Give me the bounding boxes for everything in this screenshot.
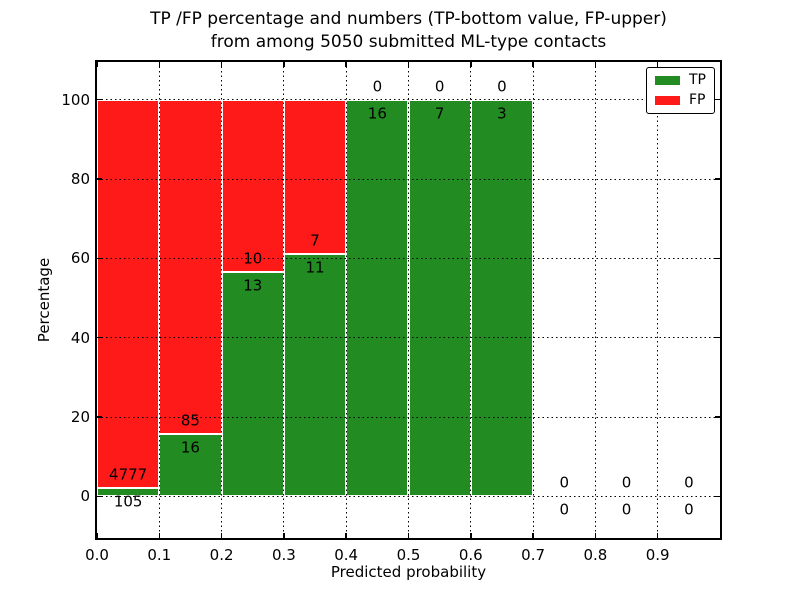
- y-tick-right-20: [715, 416, 720, 418]
- x-tick-top-0.7: [532, 62, 534, 67]
- x-tick-top-0.2: [220, 62, 223, 67]
- x-tick-bottom-0.2: [220, 533, 223, 538]
- x-tick-top-0.0: [96, 62, 98, 67]
- fp-count-label-7: 0: [559, 473, 570, 492]
- y-tick-right-0: [715, 495, 720, 498]
- bar-segment-tp-6: [470, 99, 534, 497]
- x-tick-label-0.2: 0.2: [209, 546, 234, 564]
- bar-segment-fp-2: [221, 99, 284, 273]
- x-tick-bottom-0.8: [594, 533, 597, 538]
- tp-count-label-5: 7: [434, 104, 445, 123]
- tp-legend-swatch: [655, 76, 680, 85]
- bar-segment-tp-4: [346, 99, 409, 497]
- tp-count-label-2: 13: [243, 276, 263, 295]
- x-gridline-0.8: [594, 62, 596, 538]
- x-tick-label-0.8: 0.8: [583, 546, 608, 564]
- x-tick-top-0.6: [470, 62, 472, 67]
- x-tick-top-0.3: [283, 62, 285, 67]
- fp-count-label-4: 0: [372, 77, 383, 96]
- legend: TP FP: [646, 67, 715, 114]
- fp-count-label-6: 0: [497, 77, 507, 96]
- y-tick-label-60: 60: [70, 249, 90, 268]
- x-tick-top-0.9: [656, 62, 659, 67]
- y-tick-right-80: [715, 178, 720, 180]
- tp-count-label-9: 0: [684, 500, 694, 519]
- x-gridline-0.7: [532, 62, 534, 538]
- x-tick-bottom-0.6: [470, 533, 472, 538]
- y-tick-left-20: [97, 416, 102, 418]
- bar-segment-tp-1: [159, 433, 222, 497]
- x-gridline-0.1: [158, 62, 160, 538]
- x-tick-bottom-0.3: [283, 533, 285, 538]
- y-tick-left-100: [97, 98, 102, 101]
- x-axis-label: Predicted probability: [330, 563, 487, 581]
- x-tick-bottom-0.7: [532, 533, 534, 538]
- bar-segment-fp-3: [283, 99, 347, 254]
- bar-segment-fp-1: [159, 99, 222, 434]
- x-tick-label-0.1: 0.1: [147, 546, 172, 564]
- chart-title-line1: TP /FP percentage and numbers (TP-bottom…: [150, 9, 667, 29]
- x-tick-top-0.5: [407, 62, 410, 67]
- y-tick-label-80: 80: [70, 170, 90, 189]
- y-tick-left-0: [97, 495, 102, 498]
- bar-segment-tp-3: [283, 253, 347, 497]
- x-tick-label-0.9: 0.9: [645, 546, 670, 564]
- bar-segment-tp-2: [221, 272, 284, 497]
- fp-count-label-8: 0: [621, 473, 632, 492]
- x-tick-bottom-0.5: [407, 533, 410, 538]
- fp-count-label-9: 0: [684, 473, 694, 492]
- x-gridline-0.2: [221, 62, 223, 538]
- bar-segment-tp-5: [408, 99, 471, 497]
- y-tick-label-20: 20: [70, 408, 90, 427]
- x-tick-label-0.4: 0.4: [334, 546, 359, 564]
- x-tick-bottom-0.9: [656, 533, 659, 538]
- fp-count-label-5: 0: [434, 77, 445, 96]
- fp-count-label-1: 85: [180, 411, 200, 429]
- fp-count-label-3: 7: [310, 231, 320, 250]
- tp-count-label-7: 0: [559, 500, 570, 519]
- y-tick-label-100: 100: [61, 90, 90, 109]
- x-tick-label-0.7: 0.7: [521, 546, 546, 564]
- x-gridline-0.4: [345, 62, 347, 538]
- chart-title-line2: from among 5050 submitted ML-type contac…: [210, 32, 607, 52]
- x-gridline-0.5: [408, 62, 409, 538]
- x-tick-label-0.5: 0.5: [396, 546, 421, 564]
- tp-count-label-8: 0: [621, 500, 632, 519]
- tp-count-label-6: 3: [497, 104, 507, 123]
- tp-count-label-3: 11: [305, 258, 325, 277]
- x-gridline-0.3: [283, 62, 285, 538]
- tp-legend-label: TP: [689, 72, 706, 88]
- tp-count-label-4: 16: [367, 104, 387, 123]
- y-tick-label-0: 0: [80, 487, 90, 506]
- x-gridline-0.9: [657, 62, 659, 538]
- fp-count-label-0: 4777: [109, 465, 148, 484]
- x-tick-label-0.6: 0.6: [458, 546, 483, 564]
- y-tick-right-100: [715, 98, 720, 101]
- bar-segment-fp-0: [97, 99, 160, 488]
- tp-count-label-1: 16: [180, 438, 200, 456]
- y-tick-left-80: [97, 178, 102, 180]
- legend-item-fp: FP: [655, 93, 706, 108]
- y-tick-right-40: [715, 336, 720, 339]
- y-tick-left-40: [97, 336, 102, 339]
- legend-item-tp: TP: [655, 73, 706, 88]
- x-tick-label-0.3: 0.3: [271, 546, 296, 564]
- x-tick-bottom-0.4: [345, 533, 347, 538]
- x-tick-top-0.4: [345, 62, 347, 67]
- x-tick-label-0.0: 0.0: [85, 546, 109, 564]
- x-gridline-0.6: [470, 62, 472, 538]
- x-tick-top-0.8: [594, 62, 597, 67]
- tp-count-label-0: 105: [113, 492, 143, 511]
- x-tick-top-0.1: [158, 62, 161, 67]
- plot-area: TP FP: [95, 60, 722, 540]
- fp-legend-label: FP: [689, 92, 706, 108]
- y-tick-left-60: [97, 257, 102, 260]
- y-tick-right-60: [715, 257, 720, 260]
- fp-count-label-2: 10: [243, 249, 263, 268]
- fp-legend-swatch: [655, 96, 680, 105]
- y-tick-label-40: 40: [70, 328, 90, 347]
- x-tick-bottom-0.1: [158, 533, 161, 538]
- x-tick-bottom-0.0: [96, 533, 98, 538]
